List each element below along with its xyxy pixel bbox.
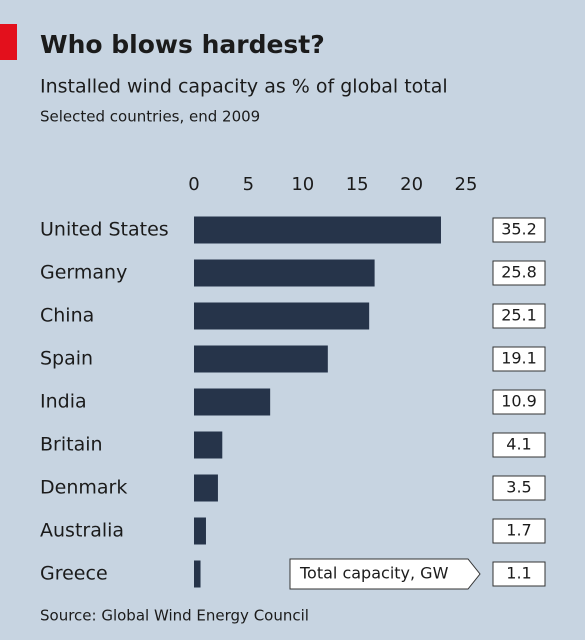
bar <box>194 431 223 459</box>
chart-note: Selected countries, end 2009 <box>40 108 260 126</box>
x-tick-label: 15 <box>346 174 369 195</box>
capacity-box <box>492 217 546 243</box>
capacity-value: 35.2 <box>501 220 537 239</box>
category-label: United States <box>40 219 169 241</box>
chart-subtitle: Installed wind capacity as % of global t… <box>40 76 448 98</box>
capacity-box <box>492 475 546 501</box>
capacity-value: 25.8 <box>501 263 537 282</box>
capacity-callout <box>289 558 481 590</box>
capacity-box <box>492 346 546 372</box>
x-tick-label: 20 <box>400 174 423 195</box>
bar <box>194 302 370 330</box>
bar <box>194 388 271 416</box>
category-label: Spain <box>40 348 93 370</box>
bar <box>194 345 328 373</box>
capacity-box <box>492 260 546 286</box>
bar <box>194 216 441 244</box>
category-label: Britain <box>40 434 103 456</box>
red-tag <box>0 24 17 60</box>
source: Source: Global Wind Energy Council <box>40 607 309 625</box>
category-label: Greece <box>40 563 108 585</box>
capacity-value: 10.9 <box>501 392 537 411</box>
capacity-value: 4.1 <box>506 435 531 454</box>
capacity-value: 25.1 <box>501 306 537 325</box>
capacity-value: 3.5 <box>506 478 531 497</box>
x-tick-label: 25 <box>455 174 478 195</box>
bar <box>194 517 206 545</box>
category-label: India <box>40 391 87 413</box>
category-label: Australia <box>40 520 124 542</box>
capacity-box <box>492 432 546 458</box>
category-label: China <box>40 305 94 327</box>
capacity-value: 1.1 <box>506 564 531 583</box>
capacity-value: 1.7 <box>506 521 531 540</box>
capacity-box <box>492 561 546 587</box>
capacity-value: 19.1 <box>501 349 537 368</box>
capacity-label: Total capacity, GW <box>299 564 449 583</box>
capacity-box <box>492 518 546 544</box>
bar <box>194 560 201 588</box>
capacity-box <box>492 303 546 329</box>
capacity-box <box>492 389 546 415</box>
x-tick-label: 5 <box>243 174 254 195</box>
category-label: Germany <box>40 262 127 284</box>
x-tick-label: 0 <box>188 174 199 195</box>
bar <box>194 259 375 287</box>
chart-title: Who blows hardest? <box>40 30 325 59</box>
x-tick-label: 10 <box>291 174 314 195</box>
category-label: Denmark <box>40 477 127 499</box>
bar <box>194 474 218 502</box>
